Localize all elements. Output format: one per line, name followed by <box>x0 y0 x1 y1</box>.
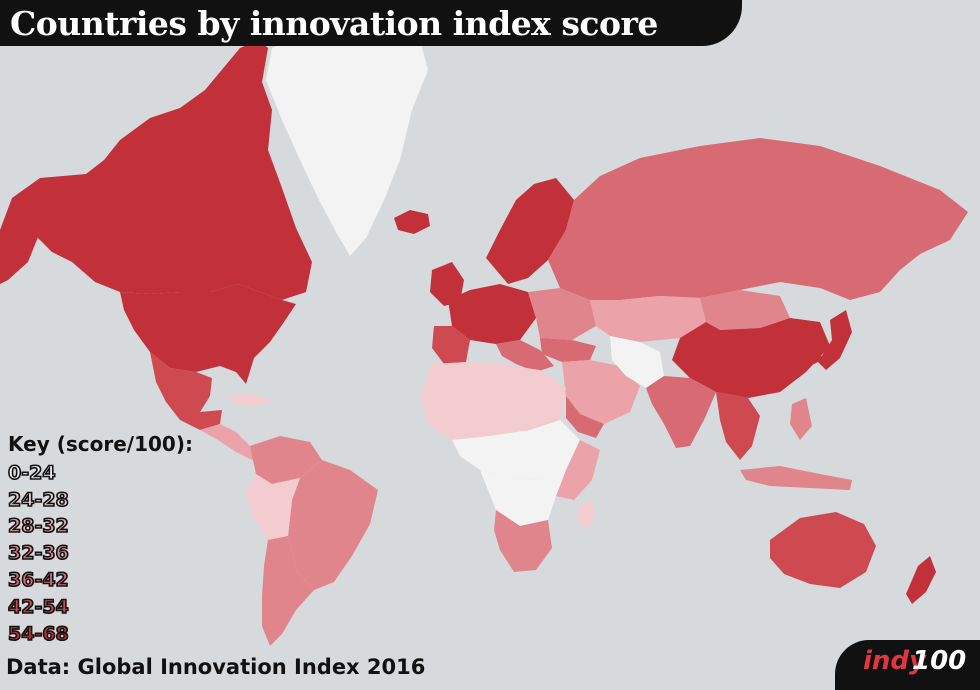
legend-item-28-32: 28-32 <box>7 514 69 538</box>
legend-item-0-24: 0-24 <box>7 461 56 485</box>
region-brazil <box>288 460 378 590</box>
legend-item-36-42: 36-42 <box>7 568 69 592</box>
region-western-europe <box>448 284 536 344</box>
map-title: Countries by innovation index score <box>10 4 658 43</box>
region-india <box>646 376 716 448</box>
legend-item-32-36: 32-36 <box>7 541 69 565</box>
legend-item-54-68: 54-68 <box>7 622 69 646</box>
data-source: Data: Global Innovation Index 2016 <box>6 655 426 679</box>
region-iceland <box>394 210 430 234</box>
region-chile-argentina <box>262 536 314 646</box>
region-southern-africa <box>494 510 552 572</box>
region-cuba <box>226 394 272 406</box>
legend-heading: Key (score/100): <box>8 432 193 456</box>
region-madagascar <box>578 500 594 530</box>
legend-item-24-28: 24-28 <box>7 488 69 512</box>
region-japan <box>818 310 852 370</box>
region-mongolia <box>700 290 790 330</box>
region-china <box>672 318 830 398</box>
region-alaska <box>0 198 40 284</box>
legend-item-42-54: 42-54 <box>7 595 69 619</box>
brand-logo-number: 100 <box>912 646 967 676</box>
region-colombia-venezuela <box>250 436 322 484</box>
region-korea <box>806 336 822 366</box>
region-philippines <box>790 398 812 440</box>
region-uk-ireland <box>430 262 464 306</box>
region-central-asia <box>590 296 706 342</box>
region-russia <box>548 138 968 300</box>
region-mexico <box>150 352 222 430</box>
region-sahel <box>452 420 580 480</box>
region-usa <box>120 284 296 384</box>
region-turkey <box>540 338 596 362</box>
region-saudi-arabia <box>566 396 604 438</box>
region-middle-east <box>562 360 640 424</box>
region-norway-sweden-finland <box>486 178 574 284</box>
region-australia <box>770 512 876 588</box>
region-new-zealand <box>906 556 936 604</box>
region-north-africa <box>420 362 566 440</box>
region-central-africa <box>480 470 566 526</box>
region-canada <box>12 40 312 300</box>
brand-logo-text: indy <box>863 646 926 676</box>
region-central-america <box>200 424 262 460</box>
region-iberia <box>432 326 470 364</box>
title-banner: Countries by innovation index score <box>0 0 742 46</box>
region-iran-afghanistan <box>610 336 664 388</box>
region-southeast-asia <box>716 392 760 460</box>
region-indonesia <box>740 466 852 490</box>
region-greenland <box>266 28 428 256</box>
brand-logo: indy 100 <box>835 640 980 690</box>
region-peru-bolivia <box>246 474 300 540</box>
region-italy-balkans <box>496 340 554 372</box>
region-eastern-europe <box>528 288 596 340</box>
region-east-africa <box>556 440 600 500</box>
